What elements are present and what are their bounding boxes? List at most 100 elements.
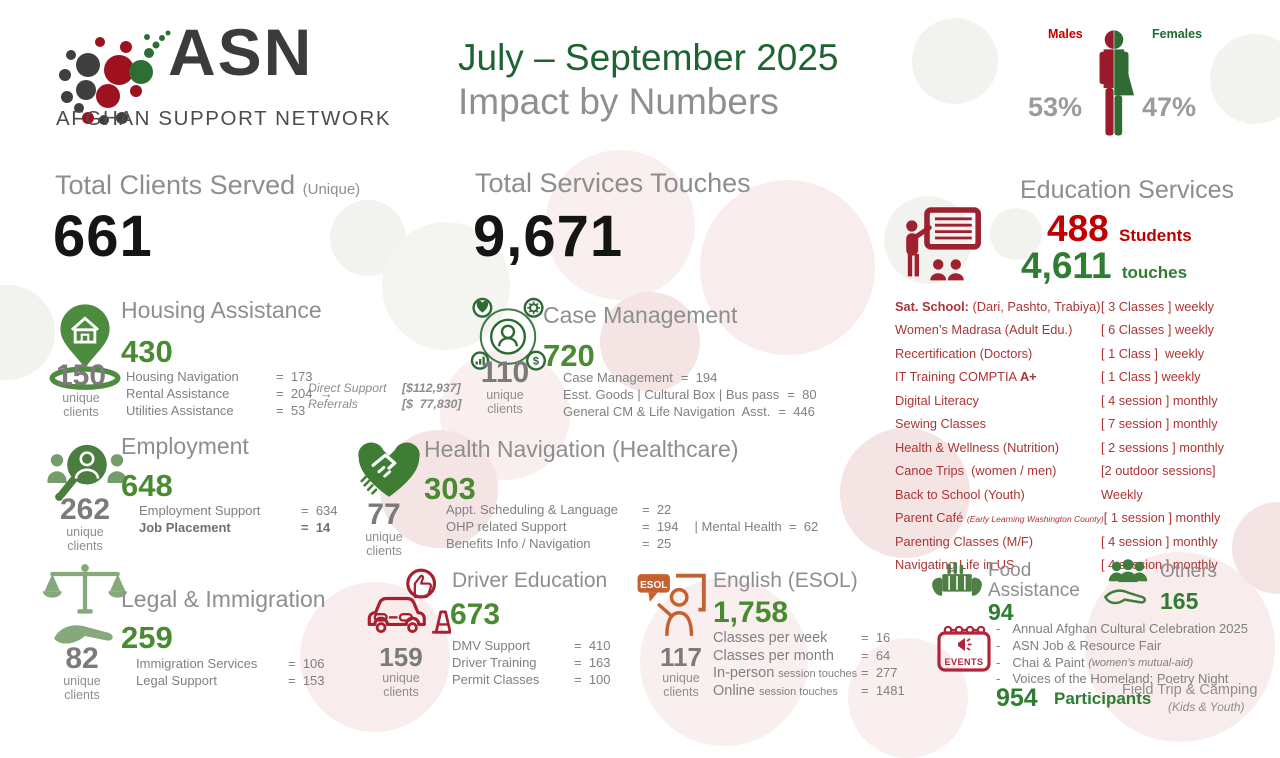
health-handshake-heart-icon [358, 442, 420, 497]
esol-details: Classes per week 16 Classes per month 64… [713, 630, 905, 700]
program-schedule: [ 4 session ] monthly [1101, 392, 1218, 408]
title-subtitle: Impact by Numbers [458, 81, 779, 122]
health-total: 303 [424, 471, 476, 506]
housing-details: Housing Navigation173 Rental Assistance2… [126, 368, 333, 419]
svg-text:$: $ [533, 356, 540, 368]
program-schedule: [ 7 session ] monthly [1101, 416, 1218, 432]
participants-value: 954 [996, 684, 1038, 712]
edu-program-row: Parent Café (Early Learning Washington C… [895, 507, 1277, 530]
case-details: Case Management194 Esst. Goods | Cultura… [563, 369, 817, 420]
employment-total: 648 [121, 468, 173, 503]
event-item: Voices of the Homeland: Poetry Night [996, 671, 1248, 688]
program-name: Back to School (Youth) [895, 486, 1025, 502]
employment-details: Employment Support634 Job Placement14 [139, 502, 338, 536]
esol-total: 1,758 [713, 596, 789, 629]
driver-unique-clients: 159 unique clients [379, 642, 423, 700]
male-female-figure-icon [1099, 30, 1135, 136]
case-unique-clients: 110 unique clients [480, 356, 530, 416]
esol-title: English (ESOL) [713, 569, 858, 592]
program-schedule: [ 4 session ] monthly [1101, 533, 1218, 549]
edu-program-row: Canoe Trips (women / men) [2 outdoor sess… [895, 460, 1277, 483]
edu-program-row: IT Training COMPTIA A+[ 1 Class ] weekly [895, 366, 1277, 389]
field-trip-note: (Kids & Youth) [1168, 700, 1245, 714]
edu-program-row: Sat. School: (Dari, Pashto, Trabiya)[ 3 … [895, 296, 1277, 319]
driver-title: Driver Education [452, 569, 608, 592]
education-students-stat: 488 Students [1047, 208, 1192, 249]
health-details: Appt. Scheduling & Language22 OHP relate… [446, 501, 818, 552]
employment-title: Employment [121, 433, 249, 459]
program-name: Sat. School: [895, 299, 969, 314]
program-name: Women’s Madrasa (Adult Edu.) [895, 322, 1073, 338]
driver-education-car-icon [367, 568, 451, 634]
event-item: Annual Afghan Cultural Celebration 2025 [996, 621, 1248, 638]
logo-acronym: ASN [168, 15, 314, 89]
program-schedule: [ 1 Class ] weekly [1101, 345, 1205, 361]
total-clients-title: Total Clients Served (Unique) [55, 170, 361, 200]
touches-label: touches [1121, 263, 1188, 282]
total-touches-value: 9,671 [473, 204, 624, 269]
food-assistance-icon [932, 561, 982, 596]
housing-title: Housing Assistance [121, 297, 322, 323]
others-value: 165 [1160, 588, 1199, 614]
edu-program-row: Health & Wellness (Nutrition) [ 2 session… [895, 437, 1277, 460]
background-decoration [0, 18, 1280, 758]
program-name: Navigating Life in US [895, 556, 1015, 572]
esol-unique-clients: 117 unique clients [660, 642, 702, 700]
program-name: Digital Literacy [895, 392, 979, 408]
event-item: ASN Job & Resource Fair [996, 638, 1248, 655]
legal-details: Immigration Services106 Legal Support153 [136, 655, 325, 689]
legal-title: Legal & Immigration [121, 586, 326, 612]
total-touches-title: Total Services Touches [475, 168, 751, 198]
program-name: Recertification (Doctors) [895, 345, 1033, 361]
driver-total: 673 [450, 598, 501, 631]
unique-suffix: (Unique) [302, 181, 361, 198]
program-schedule: [2 outdoor sessions] [1101, 463, 1216, 479]
program-schedule: [ 1 session ] monthly [1103, 510, 1221, 526]
participants-label: Participants [1054, 689, 1152, 708]
svg-text:EVENTS: EVENTS [944, 657, 983, 667]
edu-program-row: Recertification (Doctors) [ 1 Class ] wee… [895, 343, 1277, 366]
education-services-title: Education Services [1020, 176, 1235, 204]
program-schedule: [ 6 Classes ] weekly [1101, 322, 1215, 338]
employment-unique-clients: 262 unique clients [59, 493, 111, 553]
logo-name: AFGHAN SUPPORT NETWORK [56, 107, 392, 130]
housing-unique-clients: 150 unique clients [55, 359, 107, 419]
edu-program-row: Parenting Classes (M/F) [ 4 session ] mon… [895, 531, 1277, 554]
legal-total: 259 [121, 620, 173, 655]
driver-details: DMV Support410 Driver Training163 Permit… [452, 637, 611, 688]
legal-unique-clients: 82 unique clients [63, 642, 101, 702]
legal-scales-icon [42, 564, 128, 644]
students-label: Students [1119, 226, 1192, 245]
case-management-icon: $ [470, 297, 546, 371]
event-item: Chai & Paint (women’s mutual-aid) [996, 655, 1248, 672]
program-name: Sewing Classes [895, 416, 987, 432]
housing-pin-icon [49, 304, 121, 390]
page-title: July – September 2025 Impact by Numbers [458, 36, 839, 124]
case-total: 720 [543, 338, 595, 373]
svg-text:ESOL: ESOL [640, 580, 667, 591]
program-schedule: [ 1 Class ] weekly [1101, 369, 1201, 385]
males-label: Males [1048, 27, 1083, 41]
education-teacher-icon [906, 207, 981, 281]
events-calendar-icon: EVENTS [937, 625, 991, 672]
housing-total: 430 [121, 334, 173, 369]
housing-referral-note: Direct Support [$112,937] Referrals [$ 77,… [308, 381, 462, 411]
health-unique-clients: 77 unique clients [365, 498, 403, 558]
edu-program-row: Back to School (Youth) Weekly [895, 484, 1277, 507]
events-list: Annual Afghan Cultural Celebration 2025 … [996, 621, 1248, 688]
title-period: July – September 2025 [458, 37, 839, 78]
program-schedule: [ 3 Classes ] weekly [1101, 299, 1215, 314]
food-assistance-title: Food Assistance [988, 560, 1080, 601]
program-name: Health & Wellness (Nutrition) [895, 439, 1060, 455]
program-name: Parenting Classes (M/F) [895, 533, 1033, 549]
program-name: Canoe Trips (women / men) [895, 463, 1057, 479]
edu-program-row: Women’s Madrasa (Adult Edu.) [ 6 Classes … [895, 319, 1277, 342]
logo-dots-icon [59, 30, 171, 125]
esol-teacher-icon: ESOL [637, 573, 706, 636]
mental-health-stat: | Mental Health = 62 [694, 519, 819, 534]
program-name: Parent Café [895, 510, 967, 526]
education-programs-list: Sat. School: (Dari, Pashto, Trabiya)[ 3 … [895, 296, 1277, 577]
females-label: Females [1152, 27, 1203, 41]
case-title: Case Management [543, 302, 738, 328]
total-clients-value: 661 [53, 204, 153, 269]
